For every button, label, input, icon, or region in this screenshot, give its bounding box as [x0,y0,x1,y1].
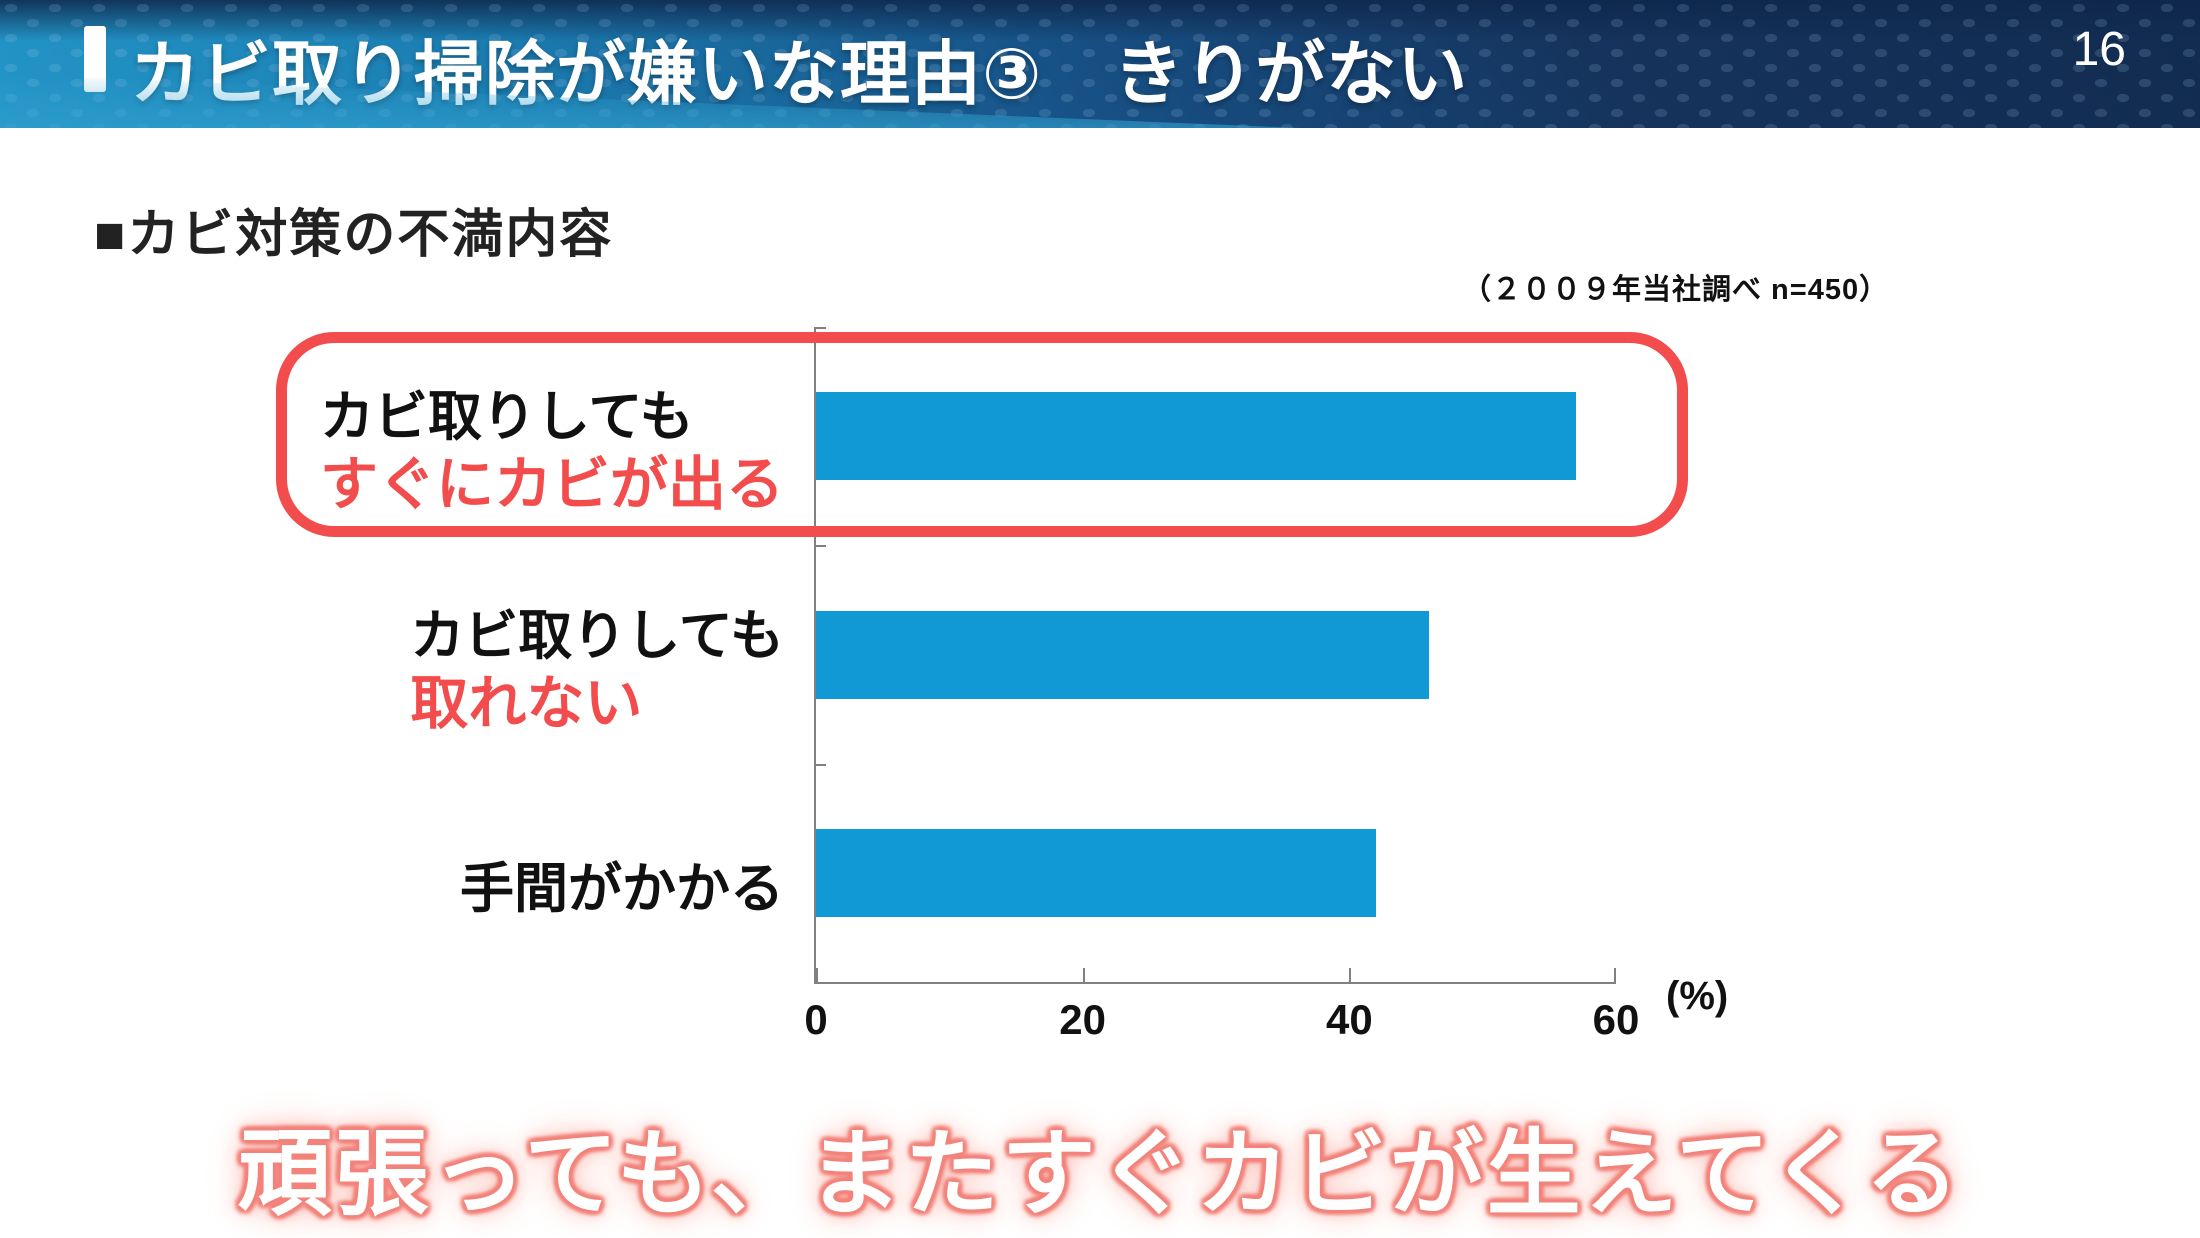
slide-title: カビ取り掃除が嫌いな理由③ きりがない [130,35,1469,113]
x-axis-tick-40 [1349,968,1352,982]
title-accent-bar [84,26,106,92]
footer-message: 頑張っても、またすぐカビが生えてくる [237,1121,1963,1226]
category-label-1: カビ取りしても 取れない [410,603,784,739]
bar-category-1 [816,610,1430,699]
survey-note: （２００９年当社調べ n=450） [1462,274,1890,306]
x-axis-tick-label-0: 0 [804,996,828,1043]
category-label-2: 手間がかかる [460,856,784,922]
category-labels: カビ取りしても すぐにカビが出る カビ取りしても 取れない 手間がかかる [240,327,790,982]
x-axis-tick-label-60: 60 [1592,996,1640,1043]
x-axis-tick-0 [816,968,818,982]
category-label-0: カビ取りしても すぐにカビが出る [320,384,784,520]
category-label-line2: すぐにカビが出る [319,452,784,518]
category-label-line1: 手間がかかる [460,858,784,919]
plot-area: 0 20 40 60 [804,327,1639,1043]
y-axis-tick-1 [816,545,826,548]
x-axis-tick-20 [1082,968,1085,982]
slide-header: カビ取り掃除が嫌いな理由③ きりがない 16 [0,0,2200,128]
x-axis-tick-label-20: 20 [1059,996,1107,1043]
category-label-line2: 取れない [410,670,643,736]
page-number: 16 [2072,23,2126,76]
x-axis-tick-60 [1614,968,1616,982]
section-heading: ■カビ対策の不満内容 [94,206,614,264]
category-label-line1: カビ取りしても [410,605,784,666]
x-axis-tick-label-40: 40 [1325,996,1373,1043]
bar-category-0 [816,392,1576,481]
y-axis-tick-2 [816,763,826,766]
highlight-box [276,332,1688,537]
axis-unit-label: (%) [1666,974,1729,1018]
y-axis-tick-0 [816,327,826,329]
category-label-line1: カビ取りしても [319,387,694,448]
bar-category-2 [816,828,1376,917]
